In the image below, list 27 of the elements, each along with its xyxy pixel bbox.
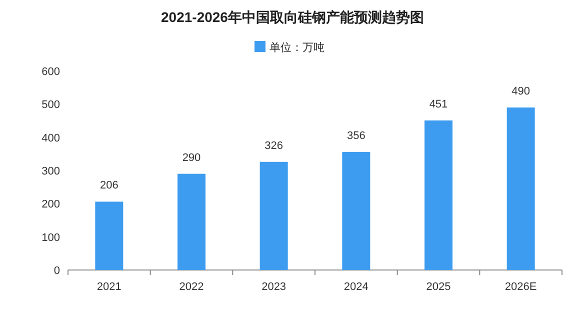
- data-label: 356: [346, 130, 366, 142]
- data-label: 290: [182, 152, 201, 164]
- x-tick-label: 2023: [262, 281, 286, 293]
- data-label: 326: [264, 140, 284, 152]
- data-label: 206: [100, 180, 118, 192]
- y-tick-label: 200: [42, 198, 60, 211]
- bar: [424, 120, 452, 270]
- y-tick-label: 600: [42, 66, 60, 78]
- x-tick-label: 2025: [426, 281, 451, 293]
- data-label: 451: [429, 98, 448, 110]
- x-tick-label: 2022: [179, 281, 204, 293]
- y-tick-label: 100: [42, 232, 60, 244]
- y-tick-label: 300: [42, 166, 60, 178]
- bar: [260, 162, 288, 270]
- y-tick-label: 500: [42, 99, 60, 112]
- chart-title: 2021-2026年中国取向硅钢产能预测趋势图: [161, 9, 424, 25]
- bar: [178, 174, 206, 270]
- x-tick-label: 2024: [344, 281, 368, 293]
- bar: [342, 152, 370, 270]
- bar: [506, 107, 535, 270]
- data-label: 490: [512, 85, 530, 98]
- x-tick-label: 2026E: [504, 281, 537, 293]
- legend-label: 单位：万吨: [270, 41, 324, 54]
- y-tick-label: 0: [54, 265, 60, 277]
- x-tick-label: 2021: [96, 281, 122, 293]
- y-tick-label: 400: [42, 132, 60, 144]
- bar: [95, 202, 124, 270]
